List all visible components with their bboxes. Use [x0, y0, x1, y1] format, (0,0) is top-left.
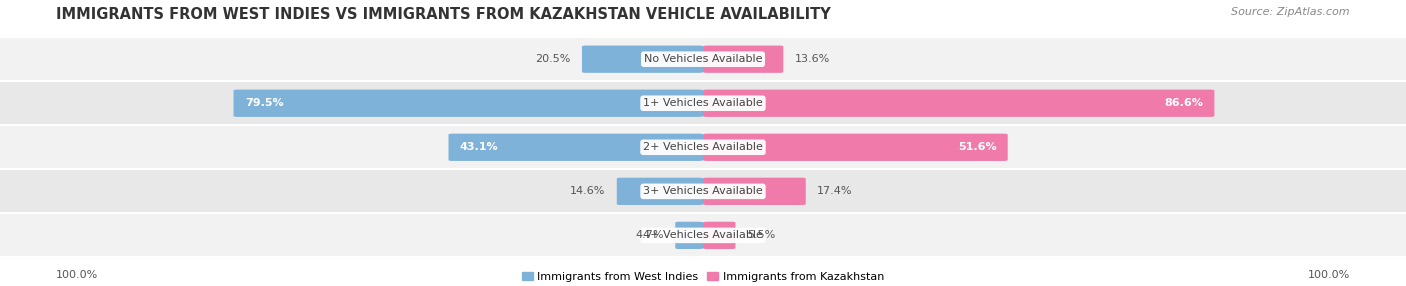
- Text: 4+ Vehicles Available: 4+ Vehicles Available: [643, 231, 763, 240]
- Text: Source: ZipAtlas.com: Source: ZipAtlas.com: [1232, 7, 1350, 17]
- Text: 100.0%: 100.0%: [56, 270, 98, 279]
- Text: 5.5%: 5.5%: [747, 231, 775, 240]
- Text: 4.7%: 4.7%: [636, 231, 664, 240]
- Text: 2+ Vehicles Available: 2+ Vehicles Available: [643, 142, 763, 152]
- Text: 17.4%: 17.4%: [817, 186, 852, 196]
- FancyBboxPatch shape: [449, 134, 703, 161]
- Text: 100.0%: 100.0%: [1308, 270, 1350, 279]
- Text: 1+ Vehicles Available: 1+ Vehicles Available: [643, 98, 763, 108]
- Text: 43.1%: 43.1%: [460, 142, 498, 152]
- FancyBboxPatch shape: [703, 90, 1215, 117]
- FancyBboxPatch shape: [617, 178, 703, 205]
- FancyBboxPatch shape: [233, 90, 703, 117]
- Text: 3+ Vehicles Available: 3+ Vehicles Available: [643, 186, 763, 196]
- Text: 13.6%: 13.6%: [794, 54, 830, 64]
- Text: No Vehicles Available: No Vehicles Available: [644, 54, 762, 64]
- Legend: Immigrants from West Indies, Immigrants from Kazakhstan: Immigrants from West Indies, Immigrants …: [517, 267, 889, 286]
- Text: 20.5%: 20.5%: [536, 54, 571, 64]
- FancyBboxPatch shape: [582, 45, 703, 73]
- Text: 79.5%: 79.5%: [245, 98, 284, 108]
- Text: 14.6%: 14.6%: [571, 186, 606, 196]
- FancyBboxPatch shape: [703, 134, 1008, 161]
- Text: 86.6%: 86.6%: [1164, 98, 1204, 108]
- Text: IMMIGRANTS FROM WEST INDIES VS IMMIGRANTS FROM KAZAKHSTAN VEHICLE AVAILABILITY: IMMIGRANTS FROM WEST INDIES VS IMMIGRANT…: [56, 7, 831, 22]
- FancyBboxPatch shape: [703, 178, 806, 205]
- FancyBboxPatch shape: [703, 45, 783, 73]
- FancyBboxPatch shape: [675, 222, 703, 249]
- Text: 51.6%: 51.6%: [957, 142, 997, 152]
- FancyBboxPatch shape: [703, 222, 735, 249]
